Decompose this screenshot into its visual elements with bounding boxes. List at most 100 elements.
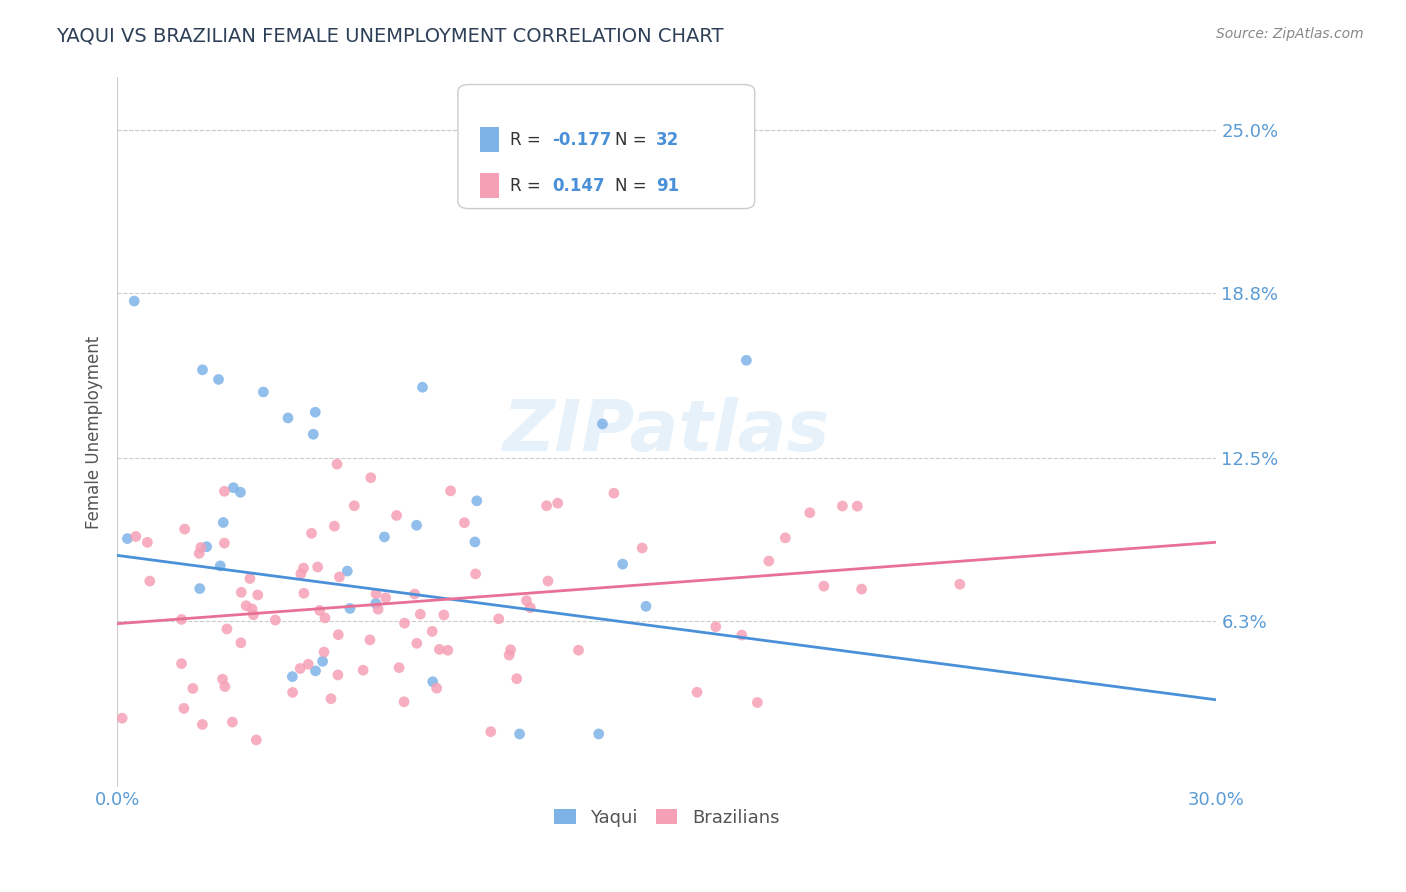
- Brazilians: [301, 526, 323, 541]
- Yaqui: [304, 405, 326, 419]
- Brazilians: [235, 599, 257, 613]
- Yaqui: [634, 599, 657, 614]
- Text: N =: N =: [614, 177, 651, 195]
- Brazilians: [314, 611, 336, 625]
- Yaqui: [207, 372, 229, 386]
- FancyBboxPatch shape: [479, 127, 499, 152]
- Brazilians: [433, 607, 456, 622]
- Brazilians: [281, 685, 304, 699]
- Brazilians: [799, 506, 821, 520]
- Brazilians: [506, 672, 529, 686]
- Brazilians: [949, 577, 972, 591]
- Brazilians: [519, 600, 541, 615]
- Brazilians: [364, 587, 387, 601]
- Brazilians: [328, 570, 350, 584]
- Brazilians: [319, 691, 342, 706]
- Brazilians: [747, 696, 769, 710]
- Yaqui: [252, 384, 274, 399]
- Yaqui: [188, 582, 211, 596]
- Brazilians: [360, 471, 382, 485]
- Yaqui: [411, 380, 433, 394]
- Brazilians: [292, 586, 315, 600]
- Text: 0.147: 0.147: [553, 177, 605, 195]
- Brazilians: [758, 554, 780, 568]
- Brazilians: [394, 616, 416, 631]
- Brazilians: [427, 642, 450, 657]
- Yaqui: [339, 601, 361, 615]
- Brazilians: [409, 607, 432, 622]
- Brazilians: [603, 486, 626, 500]
- Text: -0.177: -0.177: [553, 131, 612, 149]
- Brazilians: [453, 516, 475, 530]
- Brazilians: [188, 546, 211, 560]
- Brazilians: [229, 636, 252, 650]
- Brazilians: [125, 529, 148, 543]
- Yaqui: [735, 353, 758, 368]
- Legend: Yaqui, Brazilians: Yaqui, Brazilians: [547, 802, 787, 834]
- Brazilians: [488, 612, 510, 626]
- Brazilians: [240, 602, 263, 616]
- Text: Source: ZipAtlas.com: Source: ZipAtlas.com: [1216, 27, 1364, 41]
- Brazilians: [392, 695, 415, 709]
- Brazilians: [775, 531, 797, 545]
- Text: N =: N =: [614, 131, 651, 149]
- Brazilians: [297, 657, 319, 672]
- Text: 32: 32: [657, 131, 679, 149]
- Yaqui: [311, 654, 333, 668]
- Yaqui: [277, 411, 299, 425]
- Brazilians: [498, 648, 520, 662]
- Brazilians: [239, 572, 262, 586]
- Yaqui: [229, 485, 252, 500]
- Yaqui: [222, 481, 245, 495]
- Brazilians: [138, 574, 160, 588]
- Brazilians: [214, 536, 236, 550]
- Yaqui: [117, 532, 139, 546]
- Brazilians: [547, 496, 569, 510]
- Text: 91: 91: [657, 177, 679, 195]
- Brazilians: [214, 484, 236, 499]
- Yaqui: [464, 535, 486, 549]
- Brazilians: [214, 680, 236, 694]
- Brazilians: [388, 660, 411, 674]
- Yaqui: [302, 427, 325, 442]
- Yaqui: [195, 540, 218, 554]
- Brazilians: [352, 663, 374, 677]
- Yaqui: [336, 564, 359, 578]
- Brazilians: [326, 457, 349, 471]
- Yaqui: [281, 670, 304, 684]
- Brazilians: [245, 733, 267, 747]
- Brazilians: [181, 681, 204, 696]
- Brazilians: [436, 643, 458, 657]
- Yaqui: [422, 674, 444, 689]
- Brazilians: [312, 645, 335, 659]
- Brazilians: [405, 636, 427, 650]
- Text: R =: R =: [510, 177, 546, 195]
- Brazilians: [215, 622, 238, 636]
- Brazilians: [328, 628, 350, 642]
- Brazilians: [367, 602, 389, 616]
- Yaqui: [465, 493, 488, 508]
- Brazilians: [359, 632, 381, 647]
- Yaqui: [364, 596, 387, 610]
- Brazilians: [290, 566, 312, 581]
- Brazilians: [211, 672, 233, 686]
- Brazilians: [567, 643, 589, 657]
- Brazilians: [308, 603, 330, 617]
- Brazilians: [326, 668, 349, 682]
- Brazilians: [264, 613, 287, 627]
- FancyBboxPatch shape: [458, 85, 755, 209]
- Yaqui: [373, 530, 395, 544]
- Text: YAQUI VS BRAZILIAN FEMALE UNEMPLOYMENT CORRELATION CHART: YAQUI VS BRAZILIAN FEMALE UNEMPLOYMENT C…: [56, 27, 724, 45]
- Brazilians: [420, 624, 443, 639]
- Brazilians: [173, 522, 195, 536]
- Text: ZIPatlas: ZIPatlas: [503, 398, 831, 467]
- Yaqui: [209, 558, 232, 573]
- Brazilians: [374, 591, 396, 605]
- Brazilians: [221, 714, 243, 729]
- Brazilians: [686, 685, 709, 699]
- Y-axis label: Female Unemployment: Female Unemployment: [86, 335, 103, 529]
- Brazilians: [246, 588, 269, 602]
- Brazilians: [404, 587, 426, 601]
- Brazilians: [813, 579, 835, 593]
- Brazilians: [439, 483, 461, 498]
